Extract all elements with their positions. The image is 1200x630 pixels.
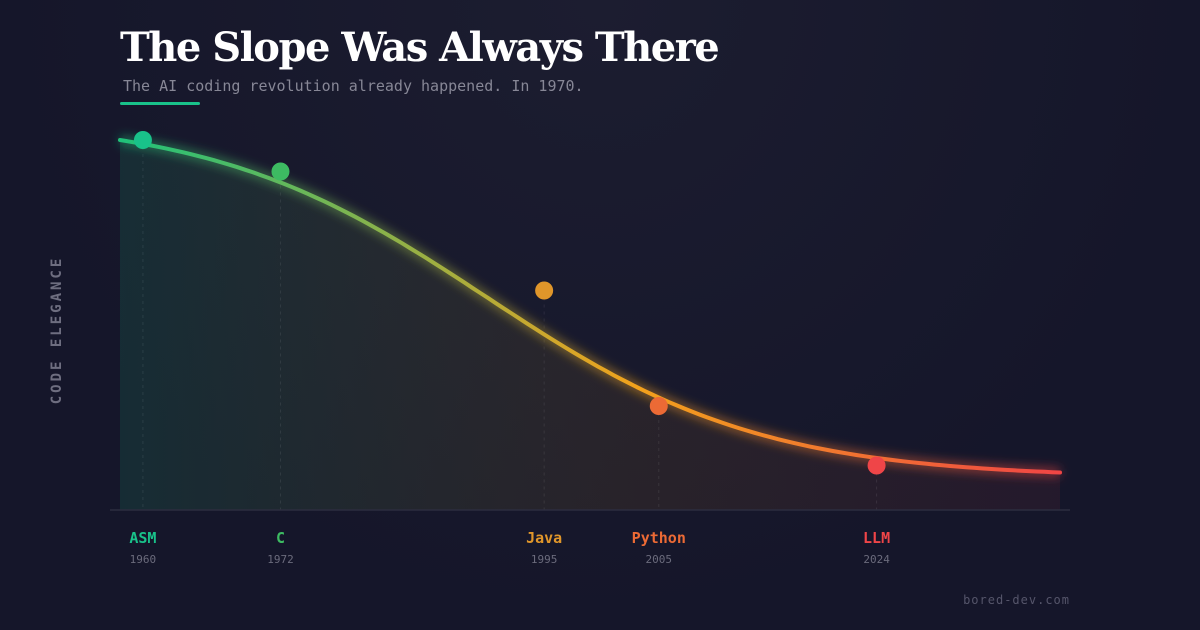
title-accent-line — [120, 102, 200, 105]
category-label-python: Python — [632, 529, 686, 547]
data-point-python — [649, 397, 668, 415]
category-label-c: C — [276, 529, 285, 547]
data-point-c — [271, 162, 290, 181]
chart-subtitle: The AI coding revolution already happene… — [123, 77, 584, 95]
data-point-asm — [133, 131, 152, 149]
year-label-asm: 1960 — [130, 553, 157, 566]
area-fill — [120, 140, 1060, 510]
watermark: bored-dev.com — [963, 593, 1070, 607]
year-label-java: 1995 — [531, 553, 558, 566]
year-label-llm: 2024 — [863, 553, 890, 566]
category-label-java: Java — [526, 529, 562, 547]
year-label-c: 1972 — [267, 553, 294, 566]
category-label-llm: LLM — [863, 529, 890, 547]
data-point-llm — [867, 456, 886, 475]
category-label-asm: ASM — [129, 529, 156, 547]
data-point-java — [535, 281, 554, 300]
year-label-python: 2005 — [646, 553, 673, 566]
chart-title: The Slope Was Always There — [120, 24, 720, 71]
series-line — [118, 138, 1062, 475]
